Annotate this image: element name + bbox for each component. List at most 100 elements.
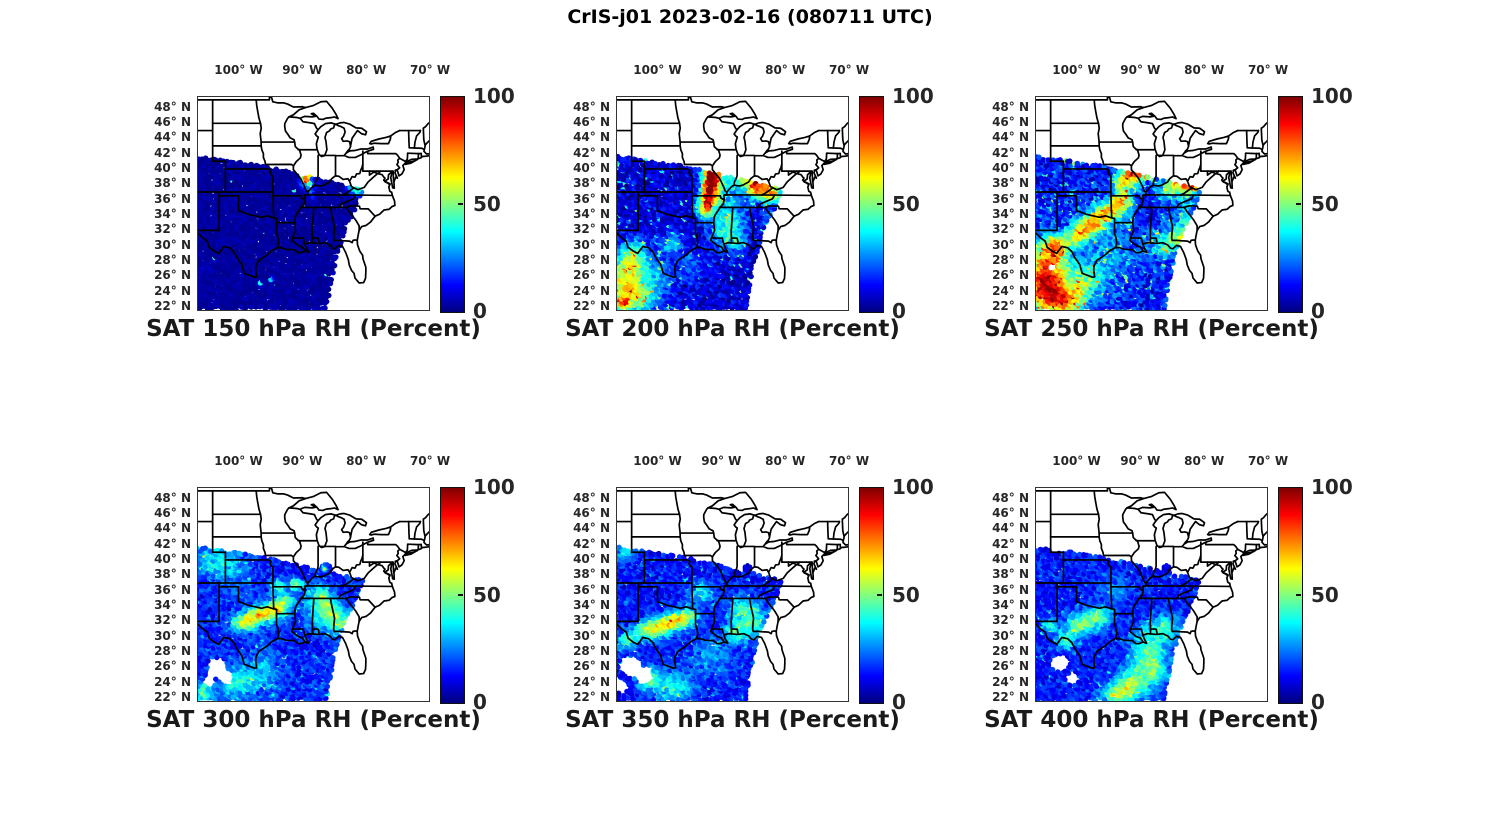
x-tick-label: 90° W (1120, 63, 1161, 77)
y-tick-label: 34° N (154, 207, 191, 222)
y-tick-label: 38° N (154, 176, 191, 191)
map-canvas-250-hpa (1035, 96, 1268, 311)
colorbar-mid-tick (1296, 203, 1301, 205)
y-tick-label: 44° N (154, 521, 191, 536)
y-tick-label: 48° N (573, 490, 610, 505)
map-canvas-150-hpa (197, 96, 430, 311)
x-tick-label: 100° W (1052, 63, 1101, 77)
y-tick-label: 32° N (154, 222, 191, 237)
panel-title: SAT 350 hPa RH (Percent) (565, 707, 900, 733)
colorbar-tick-label: 50 (1311, 582, 1339, 607)
x-tick-label: 80° W (765, 63, 806, 77)
y-tick-label: 24° N (154, 283, 191, 298)
y-tick-label: 24° N (992, 283, 1029, 298)
y-tick-label: 22° N (992, 690, 1029, 705)
colorbar-tick-label: 50 (1311, 191, 1339, 216)
y-tick-label: 40° N (573, 551, 610, 566)
panel-title: SAT 250 hPa RH (Percent) (984, 316, 1319, 342)
x-tick-label: 100° W (1052, 454, 1101, 468)
y-tick-label: 42° N (573, 145, 610, 160)
panel-title: SAT 150 hPa RH (Percent) (146, 316, 481, 342)
y-tick-label: 22° N (154, 299, 191, 314)
colorbar-mid-tick (458, 203, 463, 205)
map-canvas-350-hpa (616, 487, 849, 702)
x-tick-label: 70° W (1247, 63, 1289, 77)
panel-sat-300-hpa: 100° W 90° W 80° W 70° W 48° N 46° N 44° N 42° … (146, 454, 515, 733)
x-tick-label: 100° W (214, 454, 263, 468)
y-tick-label: 44° N (992, 130, 1029, 145)
y-tick-label: 48° N (154, 490, 191, 505)
x-tick-label: 70° W (409, 454, 451, 468)
y-tick-label: 32° N (154, 613, 191, 628)
y-tick-label: 44° N (573, 521, 610, 536)
y-tick-label: 36° N (992, 191, 1029, 206)
x-tick-label: 100° W (214, 63, 263, 77)
panel-sat-200-hpa: 100° W 90° W 80° W 70° W 48° N 46° N 44° N 42° … (565, 63, 934, 342)
y-tick-label: 48° N (154, 99, 191, 114)
y-tick-label: 46° N (992, 505, 1029, 520)
y-tick-label: 32° N (573, 613, 610, 628)
x-tick-label: 80° W (765, 454, 806, 468)
y-tick-label: 34° N (154, 598, 191, 613)
y-tick-label: 32° N (573, 222, 610, 237)
y-tick-label: 32° N (992, 222, 1029, 237)
colorbar-tick-label: 100 (473, 475, 515, 499)
y-tick-label: 36° N (154, 582, 191, 597)
y-tick-label: 24° N (573, 283, 610, 298)
y-tick-label: 22° N (573, 690, 610, 705)
y-tick-label: 34° N (992, 598, 1029, 613)
y-tick-label: 22° N (573, 299, 610, 314)
y-tick-label: 30° N (992, 237, 1029, 252)
x-tick-label: 100° W (633, 63, 682, 77)
y-tick-label: 30° N (154, 237, 191, 252)
y-tick-label: 28° N (573, 253, 610, 268)
y-tick-label: 40° N (992, 160, 1029, 175)
y-tick-label: 38° N (573, 176, 610, 191)
colorbar-tick-label: 50 (473, 191, 501, 216)
y-tick-label: 38° N (154, 567, 191, 582)
y-tick-label: 46° N (573, 114, 610, 129)
y-tick-label: 28° N (573, 644, 610, 659)
y-tick-label: 24° N (573, 674, 610, 689)
panel-title: SAT 400 hPa RH (Percent) (984, 707, 1319, 733)
y-tick-label: 28° N (154, 253, 191, 268)
y-tick-label: 34° N (992, 207, 1029, 222)
y-tick-label: 28° N (992, 644, 1029, 659)
colorbar-tick-label: 50 (892, 191, 920, 216)
colorbar-mid-tick (458, 594, 463, 596)
colorbar-tick-label: 0 (892, 690, 906, 714)
colorbar-tick-label: 100 (473, 84, 515, 108)
map-canvas-200-hpa (616, 96, 849, 311)
x-tick-label: 80° W (1184, 63, 1225, 77)
y-tick-label: 22° N (154, 690, 191, 705)
panel-sat-350-hpa: 100° W 90° W 80° W 70° W 48° N 46° N 44° N 42° … (565, 454, 934, 733)
colorbar-tick-label: 0 (1311, 690, 1325, 714)
y-tick-label: 26° N (573, 659, 610, 674)
y-tick-label: 30° N (573, 628, 610, 643)
y-tick-label: 36° N (992, 582, 1029, 597)
y-tick-label: 36° N (154, 191, 191, 206)
y-tick-label: 26° N (154, 659, 191, 674)
y-tick-label: 28° N (992, 253, 1029, 268)
colorbar-tick-label: 0 (473, 690, 487, 714)
colorbar-mid-tick (877, 594, 882, 596)
y-tick-label: 24° N (992, 674, 1029, 689)
colorbar-tick-label: 100 (1311, 475, 1353, 499)
y-tick-label: 26° N (992, 659, 1029, 674)
y-tick-label: 30° N (154, 628, 191, 643)
y-tick-label: 42° N (154, 145, 191, 160)
y-tick-label: 40° N (992, 551, 1029, 566)
y-tick-label: 24° N (154, 674, 191, 689)
y-tick-label: 40° N (154, 160, 191, 175)
x-tick-label: 100° W (633, 454, 682, 468)
x-tick-label: 70° W (409, 63, 451, 77)
panel-title: SAT 200 hPa RH (Percent) (565, 316, 900, 342)
colorbar-tick-label: 0 (1311, 299, 1325, 323)
x-tick-label: 90° W (1120, 454, 1161, 468)
map-canvas-300-hpa (197, 487, 430, 702)
y-tick-label: 30° N (573, 237, 610, 252)
y-tick-label: 38° N (992, 176, 1029, 191)
y-tick-label: 40° N (573, 160, 610, 175)
y-tick-label: 42° N (992, 145, 1029, 160)
